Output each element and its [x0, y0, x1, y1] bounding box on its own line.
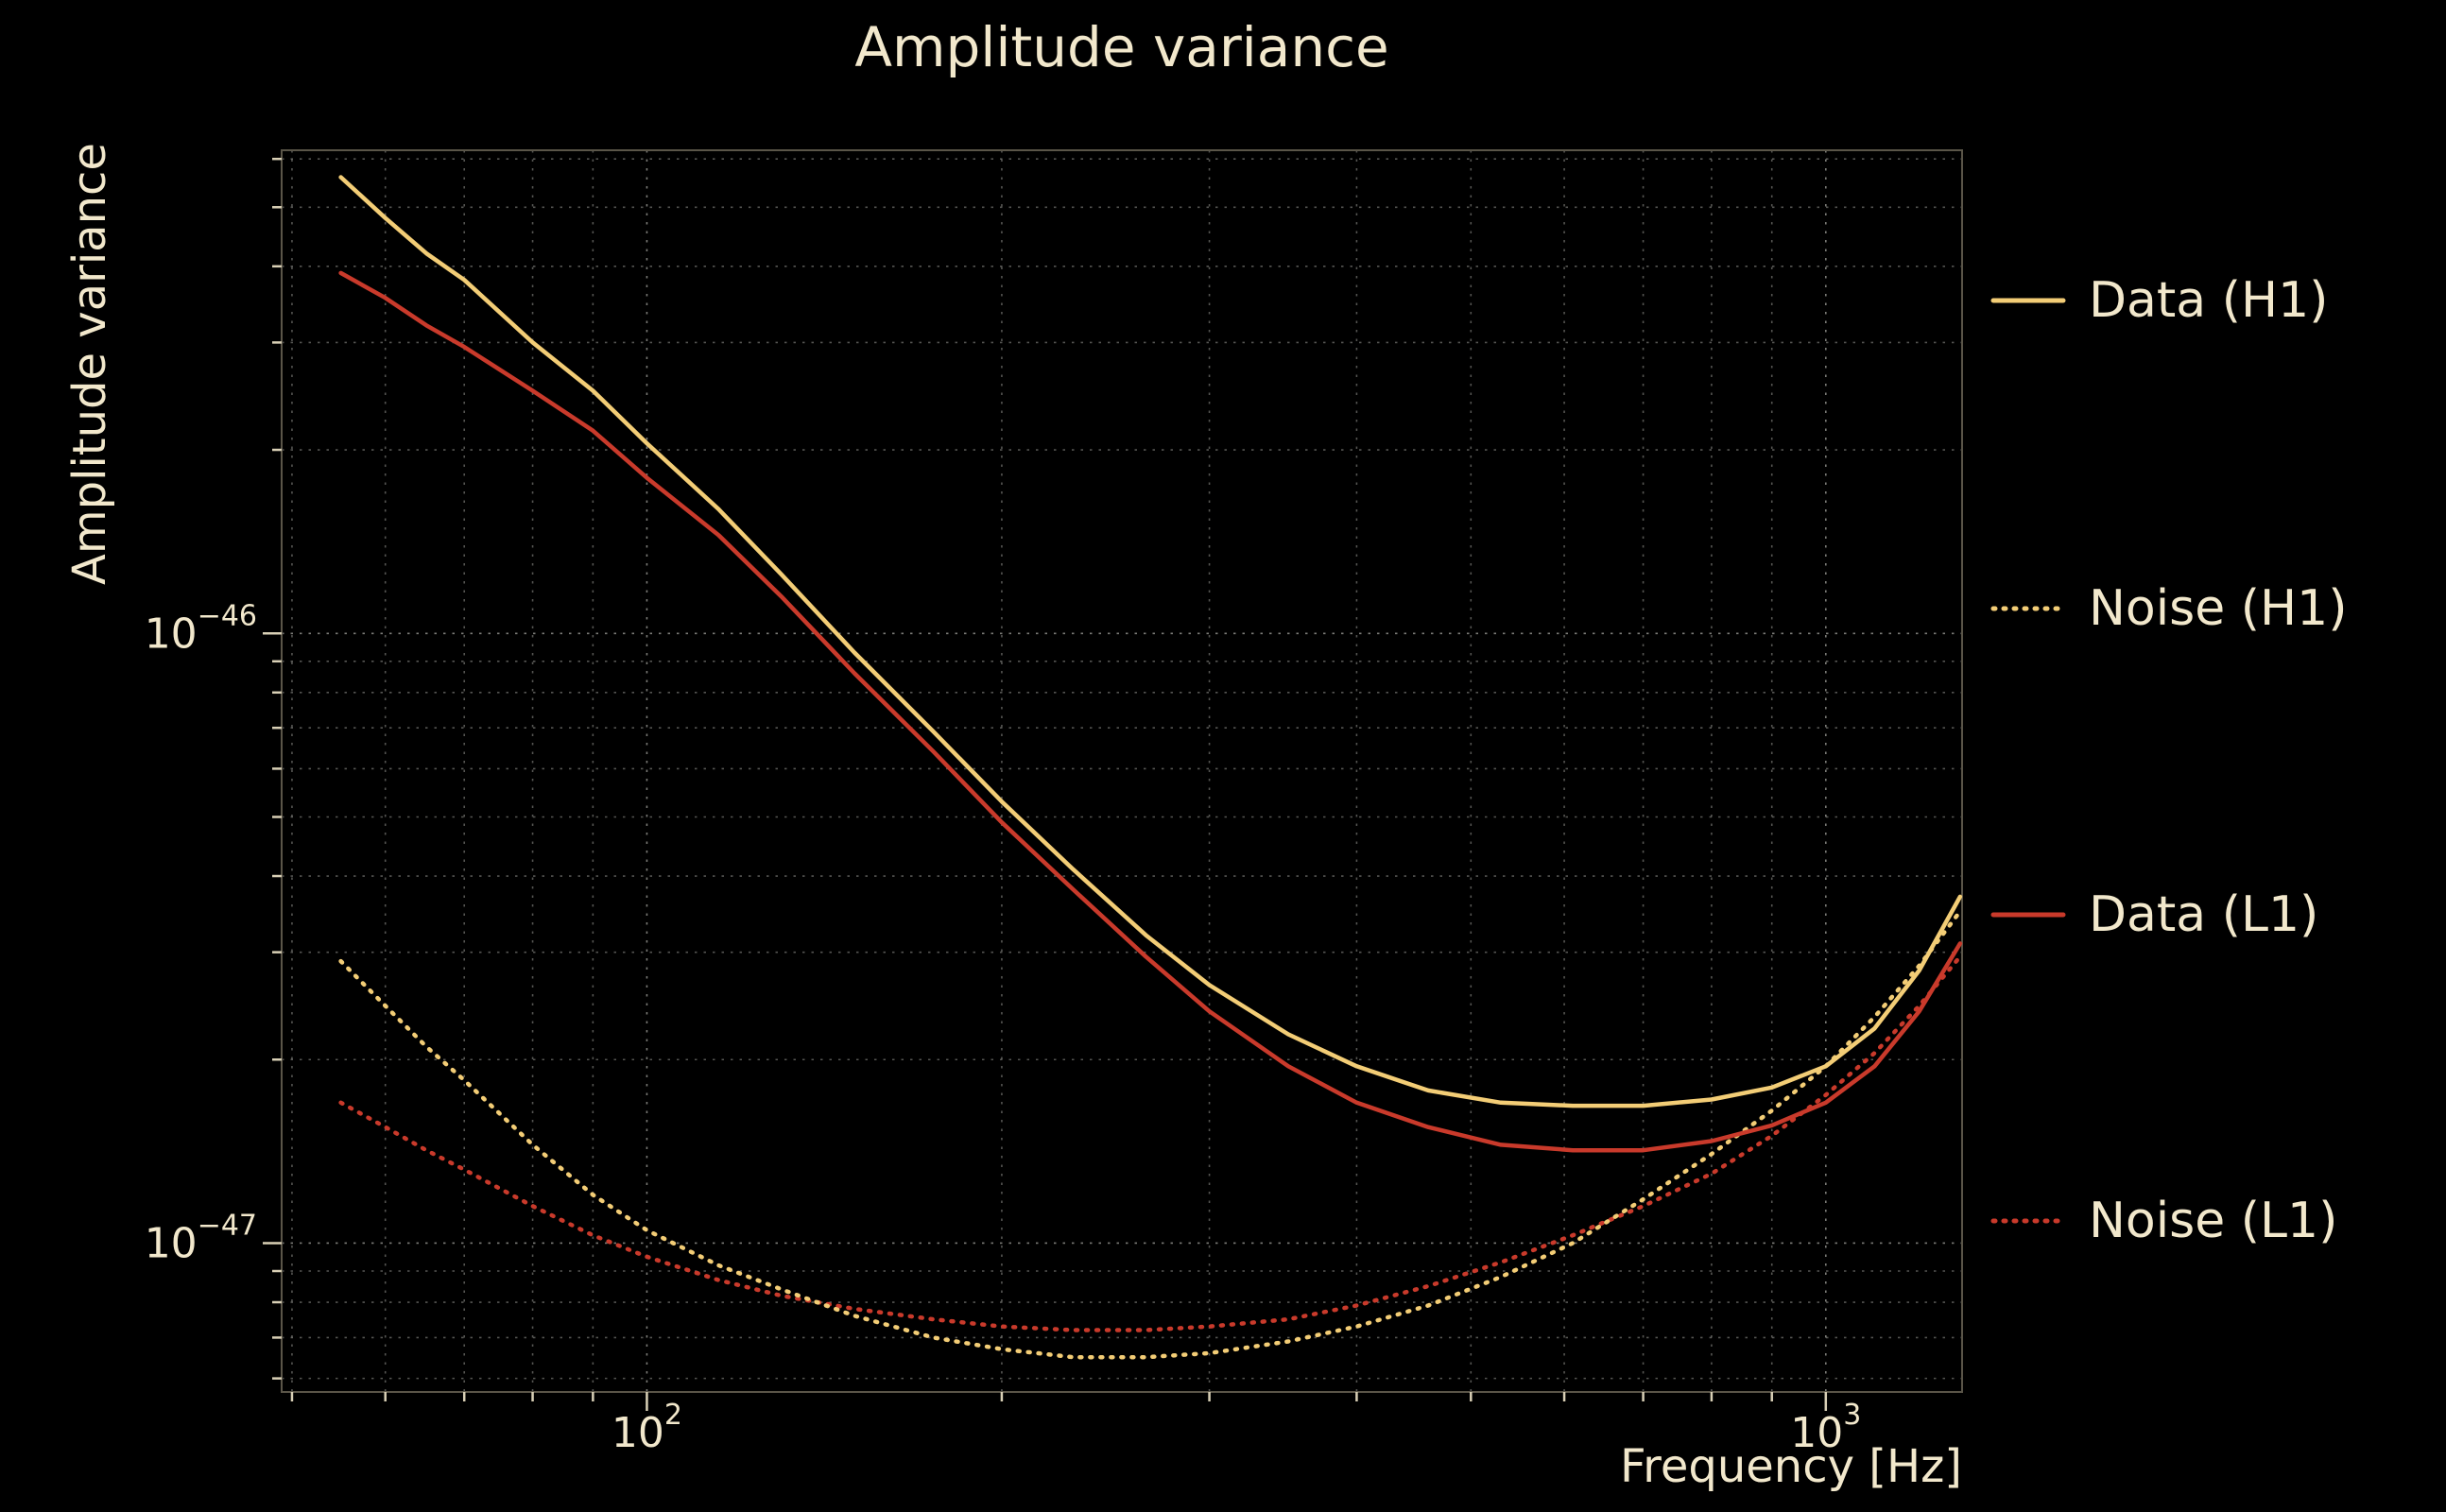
grid — [282, 150, 1962, 1392]
plot-frame — [281, 149, 1963, 1393]
legend-label-data-h1: Data (H1) — [2089, 272, 2329, 329]
legend-line-sample-noise-l1 — [1990, 1218, 2066, 1224]
legend-line-sample-noise-h1 — [1990, 606, 2066, 611]
series-data-h1 — [338, 175, 1963, 1108]
chart-title: Amplitude variance — [854, 15, 1389, 79]
legend: Data (H1) Noise (H1) Data (L1) Noise (L1… — [1990, 0, 2444, 1512]
y-tick-label: 10−46 — [145, 599, 257, 658]
legend-label-noise-l1: Noise (L1) — [2089, 1193, 2338, 1249]
legend-line-sample-data-l1 — [1990, 912, 2066, 918]
y-tick-label: 10−47 — [145, 1209, 257, 1267]
legend-line-sample-data-h1 — [1990, 298, 2066, 303]
legend-entry-data-h1: Data (H1) — [1990, 272, 2328, 329]
series-data-l1 — [338, 270, 1963, 1153]
x-axis-label: Frequency [Hz] — [1620, 1440, 1962, 1493]
series-noise-h1 — [338, 909, 1963, 1360]
legend-entry-data-l1: Data (L1) — [1990, 886, 2318, 943]
series-noise-l1 — [338, 954, 1963, 1332]
x-tick-label: 103 — [1790, 1399, 1861, 1457]
legend-label-data-l1: Data (L1) — [2089, 886, 2319, 943]
x-tick-label: 102 — [612, 1399, 682, 1457]
legend-entry-noise-h1: Noise (H1) — [1990, 580, 2348, 637]
axis-ticks — [263, 157, 1828, 1411]
legend-entry-noise-l1: Noise (L1) — [1990, 1193, 2337, 1249]
legend-label-noise-h1: Noise (H1) — [2089, 580, 2348, 637]
